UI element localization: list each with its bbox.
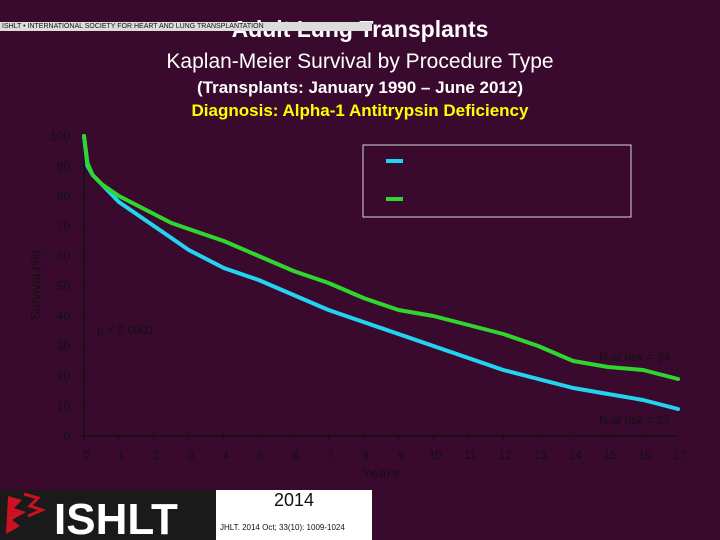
y-tick-label: 90 [57,159,71,173]
y-tick-label: 30 [57,339,71,353]
n-at-risk-bottom-label: N at risk = 27 [599,413,670,427]
survival-series-line-2 [82,134,680,381]
y-tick-label: 60 [57,249,71,263]
ishlt-logo-text: ISHLT [54,495,178,540]
p-value-label: p < 0.0001 [97,323,154,337]
y-tick-label: 80 [57,189,71,203]
y-tick-label: 100 [50,129,70,143]
journal-citation: JHLT. 2014 Oct; 33(10): 1009-1024 [220,523,345,532]
x-tick-label: 12 [499,448,513,462]
y-tick-label: 20 [57,369,71,383]
y-tick-label: 10 [57,399,71,413]
x-tick-label: 15 [603,448,617,462]
x-tick-label: 1 [118,448,125,462]
society-name-strip: ISHLT • INTERNATIONAL SOCIETY FOR HEART … [0,22,372,31]
diagnosis-label: Diagnosis: Alpha-1 Antitrypsin Deficienc… [191,101,529,120]
n-at-risk-top-label: N at risk = 34 [599,350,670,364]
x-tick-label: 16 [638,448,652,462]
y-tick-label: 0 [63,429,70,443]
x-tick-label: 7 [327,448,334,462]
x-tick-label: 11 [464,448,477,462]
x-tick-label: 2 [153,448,160,462]
legend-box [362,144,632,218]
publication-box: 2014 JHLT. 2014 Oct; 33(10): 1009-1024 [216,490,372,540]
ishlt-logo: ISHLT [0,490,216,540]
x-tick-label: 13 [534,448,548,462]
publication-year: 2014 [273,490,315,510]
x-tick-label: 10 [429,448,443,462]
y-tick-label: 50 [57,279,71,293]
x-axis-title: Years [362,466,400,481]
y-tick-label: 40 [57,309,71,323]
survival-series-line-1 [82,134,680,411]
ishlt-logo-block: ISHLT [0,490,216,540]
x-tick-label: 6 [292,448,299,462]
x-tick-label: 0 [83,448,90,462]
chart-subtitle: Kaplan-Meier Survival by Procedure Type [166,50,554,73]
transplant-period: (Transplants: January 1990 – June 2012) [197,78,523,97]
x-tick-label: 5 [257,448,264,462]
heart-lung-emblem-icon [6,496,26,534]
x-tick-label: 3 [187,448,194,462]
x-tick-label: 14 [568,448,582,462]
x-tick-label: 9 [397,448,404,462]
x-tick-label: 4 [222,448,229,462]
y-axis-title: Survival (%) [28,250,43,320]
x-tick-label: 8 [362,448,369,462]
x-tick-label: 17 [673,448,687,462]
y-tick-label: 70 [57,219,71,233]
